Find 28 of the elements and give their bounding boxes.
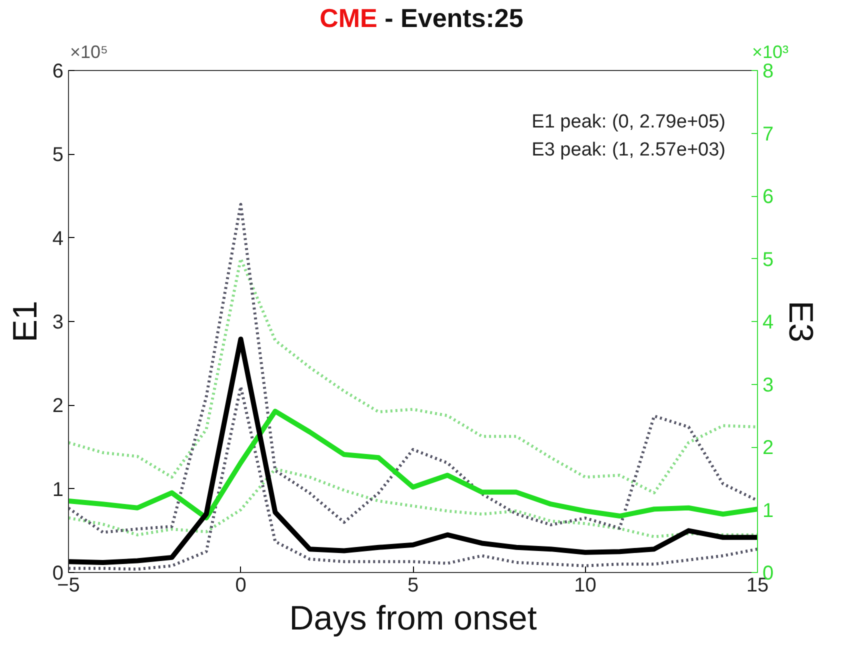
y2-tick-label: 8 [762,60,774,82]
y2-tick-label: 5 [762,248,774,271]
y-tick-label: 1 [52,478,64,501]
y2-tick-label: 3 [762,374,774,396]
y2-tick-label: 4 [762,312,774,334]
line-series [68,257,758,494]
text: ×10³ [752,41,789,64]
line-series [68,202,758,534]
y2-tick-label: 7 [762,123,774,146]
text: ×10⁵ [70,41,108,64]
y-tick-label: 4 [52,228,64,250]
y-tick-label: 6 [52,60,64,82]
chart-title: CME - Events:25 [320,3,524,33]
annotation: E3 peak: (1, 2.57e+03) [532,140,726,160]
x-tick-label: 10 [574,574,596,596]
x-axis-title: Days from onset [289,600,538,638]
x-tick-label: 0 [235,574,246,596]
y2-tick-label: 2 [762,437,774,459]
y2-tick-label: 6 [762,186,774,208]
annotation: E1 peak: (0, 2.79e+05) [532,112,726,132]
y-axis-title: E1 [6,300,44,342]
y2-axis-title: E3 [782,300,820,342]
line-series [68,467,758,538]
x-tick-label: 5 [407,574,419,596]
y-tick-label: 3 [52,312,64,334]
y-tick-label: 2 [52,395,64,418]
y-tick-label: 5 [52,144,64,166]
y2-tick-label: 1 [762,500,774,522]
